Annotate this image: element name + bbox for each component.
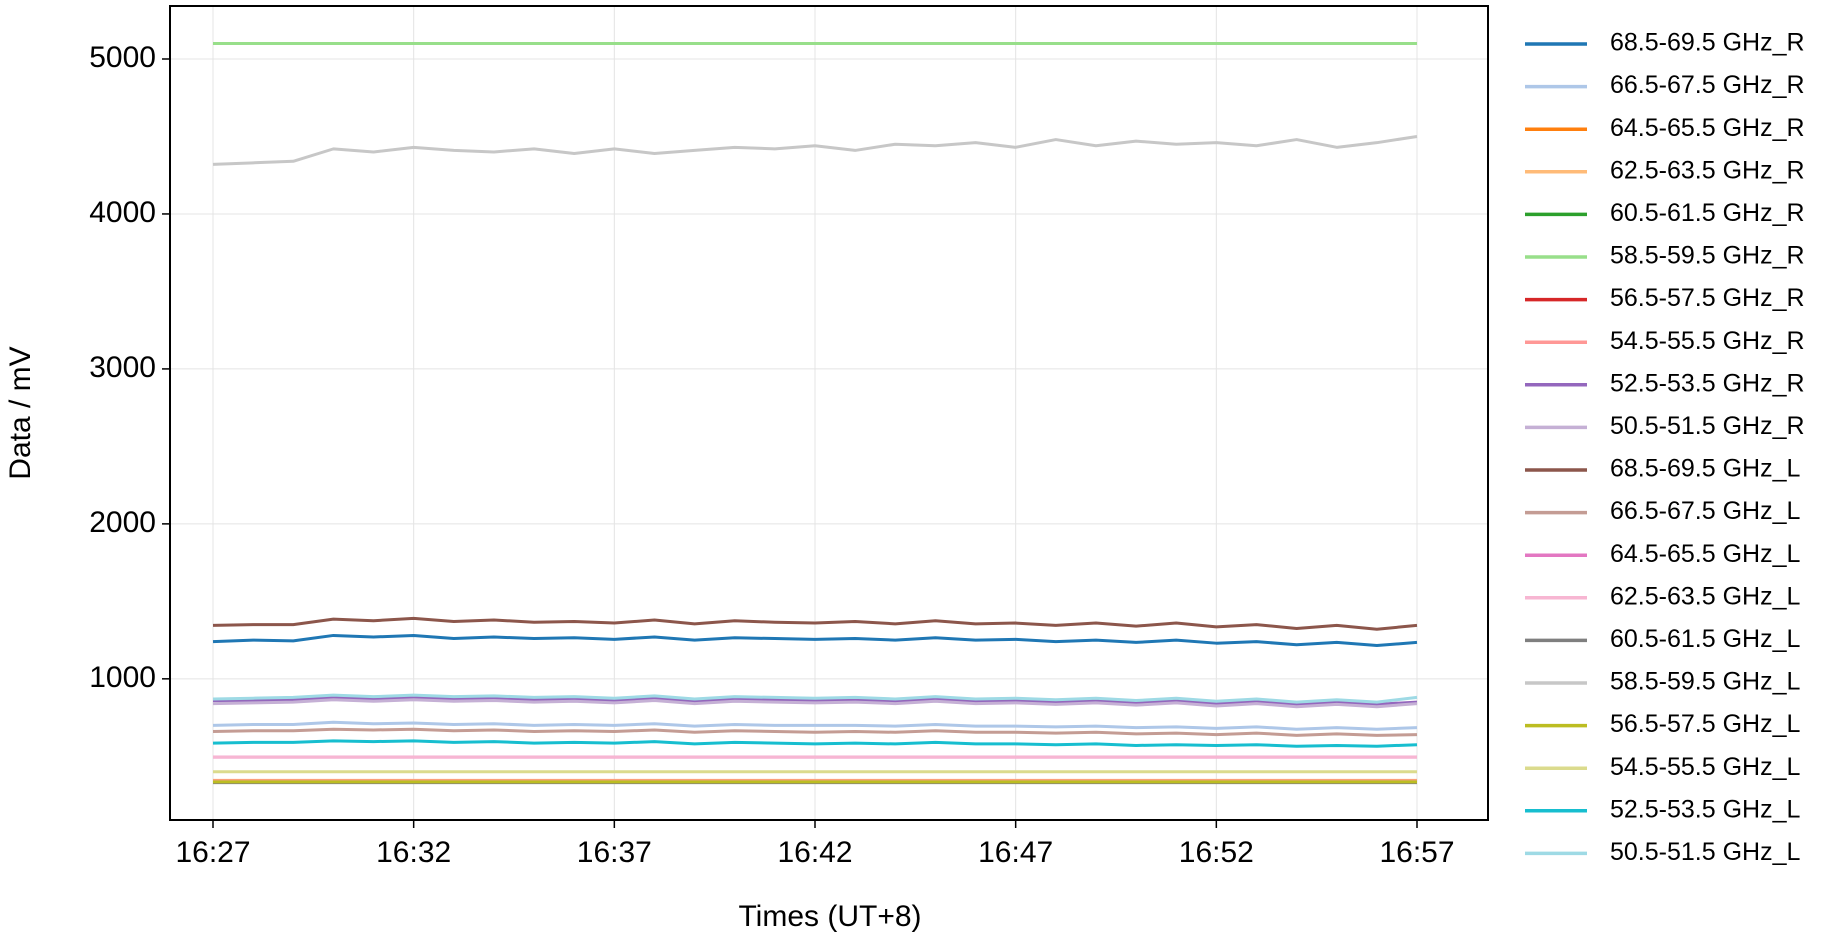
series-line xyxy=(212,698,1418,709)
legend-label: 54.5-55.5 GHz_L xyxy=(1610,753,1800,781)
legend-label: 62.5-63.5 GHz_R xyxy=(1610,156,1805,184)
x-axis-label: Times (UT+8) xyxy=(738,900,921,933)
legend-label: 58.5-59.5 GHz_L xyxy=(1610,668,1800,696)
legend-label: 62.5-63.5 GHz_L xyxy=(1610,582,1800,610)
legend-label: 64.5-65.5 GHz_R xyxy=(1610,114,1805,142)
series-line xyxy=(212,693,1418,704)
series-line xyxy=(212,739,1418,748)
y-tick-label: 1000 xyxy=(89,661,156,694)
y-axis-label: Data / mV xyxy=(4,346,37,479)
legend-label: 52.5-53.5 GHz_L xyxy=(1610,795,1800,823)
series-line xyxy=(212,727,1418,737)
x-tick-label: 16:27 xyxy=(175,836,250,869)
y-tick-label: 2000 xyxy=(89,506,156,539)
legend-label: 68.5-69.5 GHz_R xyxy=(1610,29,1805,57)
x-tick-label: 16:47 xyxy=(978,836,1053,869)
x-tick-label: 16:32 xyxy=(376,836,451,869)
legend-label: 66.5-67.5 GHz_L xyxy=(1610,497,1800,525)
y-tick-label: 3000 xyxy=(89,351,156,384)
y-tick-label: 4000 xyxy=(89,196,156,229)
legend-label: 52.5-53.5 GHz_R xyxy=(1610,369,1805,397)
legend-label: 64.5-65.5 GHz_L xyxy=(1610,540,1800,568)
legend-label: 50.5-51.5 GHz_R xyxy=(1610,412,1805,440)
x-tick-label: 16:37 xyxy=(577,836,652,869)
plot-frame xyxy=(169,5,1489,821)
series-line xyxy=(213,695,1418,706)
series-line xyxy=(212,633,1418,648)
legend-label: 60.5-61.5 GHz_R xyxy=(1610,199,1805,227)
x-tick-label: 16:42 xyxy=(777,836,852,869)
series-line xyxy=(212,134,1418,166)
legend-label: 56.5-57.5 GHz_L xyxy=(1610,710,1800,738)
legend-label: 68.5-69.5 GHz_L xyxy=(1610,455,1800,483)
legend-label: 54.5-55.5 GHz_R xyxy=(1610,327,1805,355)
x-tick-label: 16:57 xyxy=(1379,836,1454,869)
series-line xyxy=(212,720,1418,731)
legend-label: 66.5-67.5 GHz_R xyxy=(1610,71,1805,99)
legend-label: 60.5-61.5 GHz_L xyxy=(1610,625,1800,653)
legend-label: 50.5-51.5 GHz_L xyxy=(1610,838,1800,866)
x-tick-label: 16:52 xyxy=(1179,836,1254,869)
series-line xyxy=(212,616,1418,631)
y-tick-label: 5000 xyxy=(89,41,156,74)
legend-label: 56.5-57.5 GHz_R xyxy=(1610,284,1805,312)
legend-label: 58.5-59.5 GHz_R xyxy=(1610,242,1805,270)
